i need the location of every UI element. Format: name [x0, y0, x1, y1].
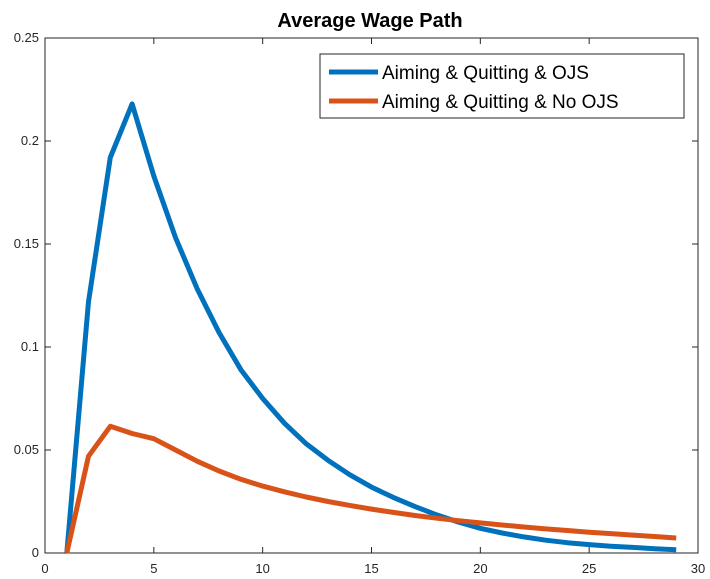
series-line-1	[64, 101, 677, 554]
x-tick-label: 20	[473, 561, 487, 576]
y-tick-label: 0.15	[14, 236, 39, 251]
x-tick-label: 15	[364, 561, 378, 576]
axes-box	[44, 37, 699, 554]
chart-title: Average Wage Path	[277, 10, 462, 32]
plot-area	[44, 37, 699, 554]
legend: Aiming & Quitting & OJS Aiming & Quitting…	[319, 53, 685, 119]
legend-box	[319, 53, 685, 119]
y-tick-label: 0.1	[21, 339, 39, 354]
y-tick-label: 0	[32, 545, 39, 560]
x-axis: 0 5 10 15 20 25 30	[41, 38, 705, 576]
legend-label-2: Aiming & Quitting & No OJS	[382, 92, 619, 113]
series-line-2	[64, 423, 677, 554]
x-tick-label: 30	[691, 561, 705, 576]
y-tick-label: 0.2	[21, 133, 39, 148]
y-axis: 0 0.05 0.1 0.15 0.2 0.25	[14, 30, 698, 560]
x-tick-label: 5	[150, 561, 157, 576]
x-tick-label: 0	[41, 561, 48, 576]
y-tick-label: 0.05	[14, 442, 39, 457]
x-tick-label: 10	[255, 561, 269, 576]
x-tick-label: 25	[582, 561, 596, 576]
legend-label-1: Aiming & Quitting & OJS	[382, 63, 589, 84]
series-lines	[64, 101, 677, 554]
y-tick-label: 0.25	[14, 30, 39, 45]
